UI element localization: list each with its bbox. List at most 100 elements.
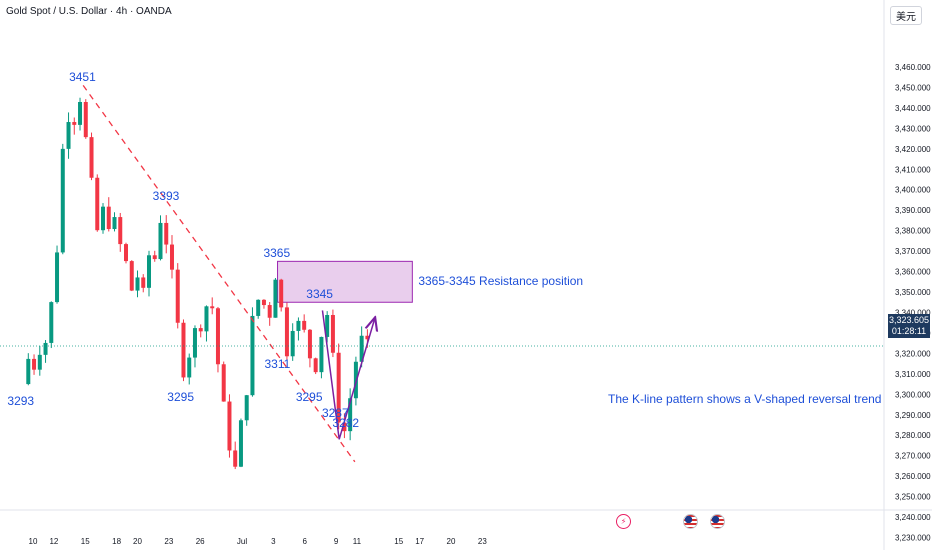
pivot-label: 3295 xyxy=(295,389,323,404)
candle-body xyxy=(325,314,330,337)
x-tick-label: 15 xyxy=(394,537,403,546)
pivot-label: 3345 xyxy=(306,287,333,302)
pivot-label: 3295 xyxy=(167,389,194,404)
candle-body xyxy=(112,217,117,230)
candle-body xyxy=(164,222,169,245)
y-tick-label: 3,360.000 xyxy=(895,268,931,277)
candle-body xyxy=(78,101,83,125)
resistance-zone-layer xyxy=(277,260,413,303)
plot-area xyxy=(0,0,884,510)
us-flag-icon[interactable] xyxy=(710,514,725,529)
pivot-label: 3287 xyxy=(321,405,349,420)
pivot-label: 3393 xyxy=(152,189,180,204)
candle-body xyxy=(192,328,197,358)
y-tick-label: 3,280.000 xyxy=(895,431,931,440)
x-tick-label: 23 xyxy=(164,537,173,546)
candle-body xyxy=(284,307,289,357)
y-axis-ticks: 3,230.000 3,240.000 3,250.000 3,260.000 3,27… xyxy=(895,63,931,543)
drawings-layer xyxy=(0,85,884,463)
x-tick-label: 18 xyxy=(112,537,121,546)
y-tick-label: 3,370.000 xyxy=(895,247,931,256)
x-axis-ticks: 10 12 15 18 20 23 26 Jul 3 6 9 11 15 17 20 23 xyxy=(29,537,488,546)
descending-trend-line xyxy=(82,85,356,463)
candle-body xyxy=(365,335,370,340)
candle-body xyxy=(95,177,100,231)
y-tick-label: 3,410.000 xyxy=(895,165,931,174)
candle-body xyxy=(221,364,226,402)
candle-body xyxy=(204,306,209,332)
y-tick-label: 3,450.000 xyxy=(895,83,931,92)
y-tick-label: 3,290.000 xyxy=(895,411,931,420)
lightning-icon[interactable]: ⚡ xyxy=(616,514,631,529)
candle-body xyxy=(89,137,94,178)
candle-body xyxy=(198,328,203,332)
x-tick-label: 20 xyxy=(133,537,142,546)
x-tick-label: 6 xyxy=(302,537,307,546)
y-tick-label: 3,240.000 xyxy=(895,513,931,522)
pivot-label: 3293 xyxy=(7,393,35,408)
pivot-label: 3451 xyxy=(69,70,96,85)
candle-body xyxy=(302,320,307,330)
y-tick-label: 3,320.000 xyxy=(895,349,931,358)
v-reversal-label: The K-line pattern shows a V-shaped reve… xyxy=(608,392,882,407)
candle-body xyxy=(336,352,341,423)
us-flag-icon[interactable] xyxy=(683,514,698,529)
candle-body xyxy=(106,206,111,230)
resistance-zone xyxy=(277,260,413,303)
candle-body xyxy=(256,299,261,316)
candle-body xyxy=(43,342,48,355)
candle-body xyxy=(210,306,215,309)
y-tick-label: 3,230.000 xyxy=(895,534,931,543)
x-tick-label: 11 xyxy=(353,537,362,546)
candle-body xyxy=(141,277,146,288)
y-tick-label: 3,310.000 xyxy=(895,370,931,379)
candle-countdown: 01:28:11 xyxy=(891,326,927,336)
y-tick-label: 3,300.000 xyxy=(895,390,931,399)
candle-body xyxy=(135,277,140,291)
x-tick-label: Jul xyxy=(237,537,247,546)
candle-body xyxy=(181,322,186,378)
candle-body xyxy=(169,244,174,270)
candle-body xyxy=(101,206,106,231)
candle-body xyxy=(238,420,243,467)
candle-body xyxy=(83,101,88,138)
y-tick-label: 3,460.000 xyxy=(895,63,931,72)
x-tick-label: 15 xyxy=(81,537,90,546)
candle-body xyxy=(319,336,324,373)
candle-body xyxy=(118,217,123,245)
candle-body xyxy=(129,261,134,291)
resistance-zone-label: 3365-3345 Resistance position xyxy=(418,273,584,288)
candle-body xyxy=(32,358,37,370)
candle-body xyxy=(175,269,180,323)
candle-body xyxy=(250,315,255,396)
chart-title: Gold Spot / U.S. Dollar · 4h · OANDA xyxy=(6,6,172,17)
pivot-label: 3311 xyxy=(264,356,291,371)
candle-body xyxy=(37,354,42,370)
candle-body xyxy=(55,252,60,303)
x-tick-label: 23 xyxy=(478,537,487,546)
y-tick-label: 3,260.000 xyxy=(895,472,931,481)
currency-selector[interactable]: 美元 xyxy=(890,6,922,25)
y-tick-label: 3,380.000 xyxy=(895,227,931,236)
candle-body xyxy=(330,314,335,353)
candle-body xyxy=(60,148,65,253)
y-tick-label: 3,420.000 xyxy=(895,145,931,154)
x-tick-label: 17 xyxy=(415,537,424,546)
x-tick-label: 9 xyxy=(334,537,339,546)
candle-body xyxy=(267,305,272,318)
candle-body xyxy=(233,450,238,467)
candle-body xyxy=(187,357,192,378)
y-tick-label: 3,390.000 xyxy=(895,206,931,215)
candle-body xyxy=(359,335,364,362)
y-tick-label: 3,400.000 xyxy=(895,186,931,195)
candles-layer xyxy=(26,97,370,470)
v-reversal-path xyxy=(321,310,374,440)
candle-body xyxy=(66,122,71,149)
current-price-tag: 3,323.605 01:28:11 xyxy=(888,314,930,338)
candle-body xyxy=(307,329,312,359)
y-tick-label: 3,250.000 xyxy=(895,493,931,502)
y-tick-label: 3,270.000 xyxy=(895,452,931,461)
x-tick-label: 26 xyxy=(196,537,205,546)
y-tick-label: 3,350.000 xyxy=(895,288,931,297)
